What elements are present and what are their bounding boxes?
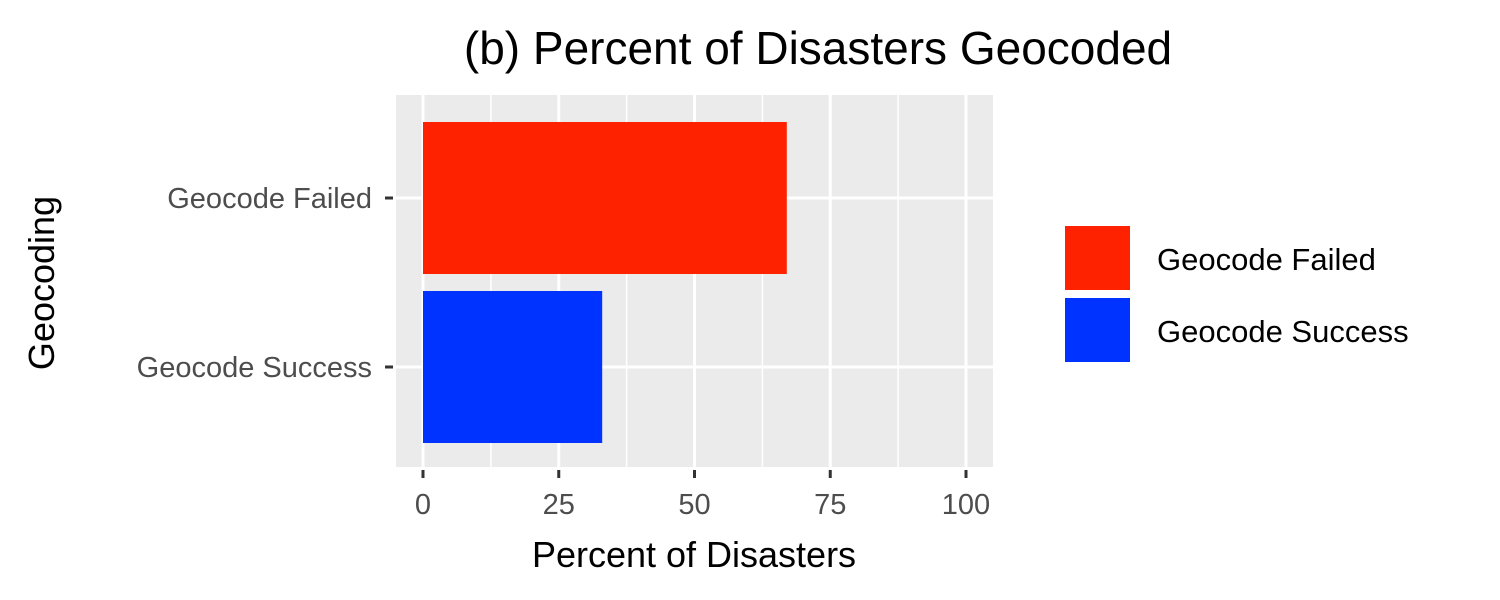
legend-key-geocode-failed — [1063, 224, 1132, 292]
x-tick-label: 50 — [678, 489, 710, 521]
chart-title: (b) Percent of Disasters Geocoded — [464, 22, 1172, 74]
x-tick-label: 25 — [543, 489, 575, 521]
y-tick-label: Geocode Success — [137, 352, 372, 384]
legend-label: Geocode Success — [1157, 314, 1409, 349]
legend: Geocode Failed Geocode Success — [1063, 224, 1409, 364]
bar-geocode-failed — [423, 122, 787, 274]
bar-geocode-success — [423, 291, 603, 443]
y-axis-title: Geocoding — [21, 196, 62, 370]
x-tick-label: 0 — [415, 489, 431, 521]
x-axis-title: Percent of Disasters — [532, 534, 856, 575]
bars — [423, 122, 787, 443]
legend-label: Geocode Failed — [1157, 242, 1376, 277]
x-tick-label: 75 — [814, 489, 846, 521]
legend-key-geocode-success — [1063, 296, 1132, 364]
x-axis: 0 25 50 75 100 — [415, 470, 990, 521]
x-tick-label: 100 — [942, 489, 990, 521]
y-axis: Geocode Failed Geocode Success — [137, 183, 393, 384]
y-tick-label: Geocode Failed — [167, 183, 372, 215]
